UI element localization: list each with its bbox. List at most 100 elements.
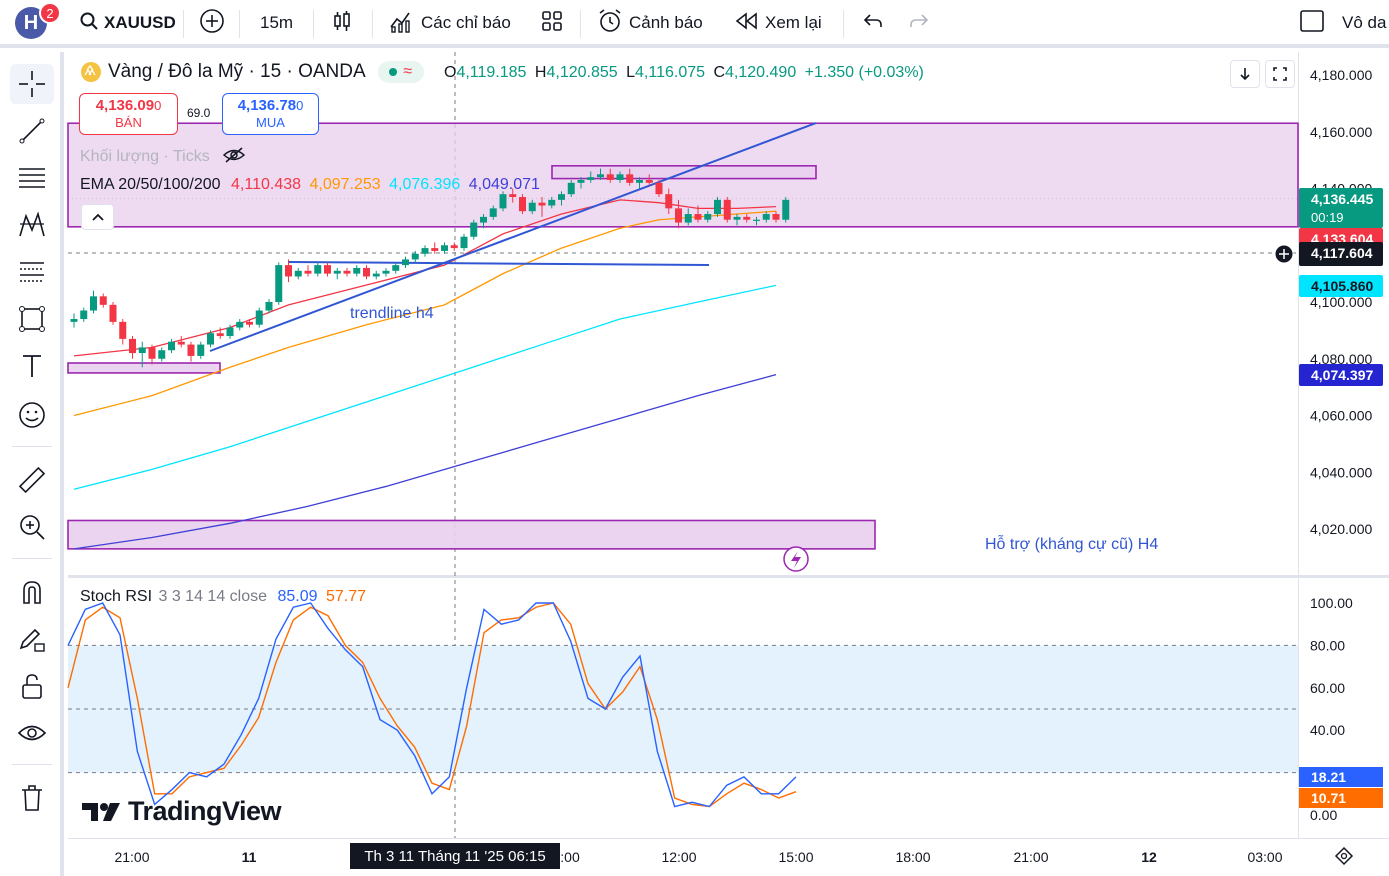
ohlc-open: 4,119.185 [456, 64, 527, 81]
candle-body [353, 267, 361, 274]
crosshair-time-label: Th 3 11 Tháng 11 '25 06:15 [350, 843, 560, 869]
candle-body [402, 259, 409, 266]
fib-tool[interactable] [10, 158, 54, 198]
price-axis-label: 4,060.000 [1310, 408, 1372, 424]
redo-button[interactable] [908, 10, 930, 36]
trash-icon [22, 785, 42, 811]
shape-tool[interactable] [10, 299, 54, 339]
volume-legend[interactable]: Khối lượng · Ticks [80, 146, 246, 166]
support-label: Hỗ trợ (kháng cự cũ) H4 [985, 534, 1158, 553]
chart-type-button[interactable] [330, 10, 354, 36]
candle-body [275, 265, 283, 302]
candle-body [343, 270, 351, 274]
candle-body [597, 174, 604, 178]
ema-line-3 [73, 284, 777, 490]
candle-body [567, 182, 575, 195]
stay-drawing-tool[interactable] [10, 619, 54, 659]
indicators-button[interactable]: Các chỉ báo [389, 10, 511, 36]
candle-body [704, 214, 712, 220]
candle-body [207, 333, 214, 345]
ema200-value: 4,049.071 [468, 176, 540, 193]
rsi-axis-label: 0.00 [1310, 807, 1337, 823]
chart-settings-button[interactable] [1265, 60, 1295, 88]
price-axis-label: 4,020.000 [1310, 521, 1372, 537]
trendline-tool[interactable] [10, 111, 54, 151]
candle-body [470, 222, 478, 237]
candle-body [129, 338, 136, 354]
interval-button[interactable]: 15m [260, 10, 293, 36]
tradingview-icon [82, 802, 120, 821]
candle-body [538, 202, 546, 206]
eye-crossed-icon[interactable] [222, 146, 246, 164]
candle-body [80, 310, 88, 320]
unlock-icon [22, 674, 42, 699]
candle-body [450, 245, 458, 249]
alarm-clock-icon [597, 8, 623, 39]
candle-body [148, 347, 156, 359]
undo-icon [862, 11, 884, 36]
collapse-legend-button[interactable] [81, 204, 114, 230]
layouts-button[interactable] [540, 10, 564, 36]
account-menu[interactable]: Vô da [1342, 10, 1386, 36]
crosshair-tool[interactable] [10, 64, 54, 104]
forecast-icon [20, 262, 44, 282]
pattern-tool[interactable] [10, 205, 54, 245]
rectangle-icon [19, 306, 45, 332]
symbol-search-button[interactable]: XAUUSD [80, 10, 176, 36]
replay-button[interactable]: Xem lại [735, 10, 822, 36]
magnet-tool[interactable] [10, 572, 54, 612]
add-symbol-button[interactable] [199, 8, 225, 36]
price-axis-label: 4,180.000 [1310, 67, 1372, 83]
ema100-value: 4,076.396 [389, 176, 461, 193]
ohlc-values: O4,119.185 H4,120.855 L4,116.075 C4,120.… [444, 64, 924, 81]
undo-button[interactable] [862, 10, 884, 36]
alerts-label: Cảnh báo [629, 13, 703, 32]
symbol-legend[interactable]: Vàng / Đô la Mỹ · 15 · OANDA ≈ [80, 61, 424, 83]
alerts-button[interactable]: Cảnh báo [597, 8, 703, 39]
forecast-tool[interactable] [10, 252, 54, 292]
text-icon [23, 355, 41, 377]
ema-legend[interactable]: EMA 20/50/100/200 4,110.438 4,097.253 4,… [80, 176, 540, 193]
candle-body [411, 253, 419, 260]
replay-label: Xem lại [765, 13, 822, 32]
candle-body [499, 194, 507, 209]
sell-label: BÁN [115, 115, 142, 130]
candle-body [294, 270, 302, 277]
zoom-in-icon [20, 515, 45, 540]
rsi-k-tag: 18.21 [1311, 769, 1346, 785]
magnet-icon [23, 581, 41, 604]
candle-body [177, 341, 185, 345]
candles-icon [330, 9, 354, 38]
current-price-tag-bg [1299, 188, 1383, 228]
horizontal-lines-icon [19, 168, 45, 188]
price-axis-label: 4,080.000 [1310, 351, 1372, 367]
icons-tool[interactable] [10, 395, 54, 435]
lock-drawings-tool[interactable] [10, 666, 54, 706]
candle-body [265, 302, 273, 311]
candle-body [119, 321, 127, 339]
lightning-bolt-icon [791, 551, 801, 568]
rsi-d-value: 57.77 [325, 588, 367, 605]
time-axis-label: 12:00 [661, 849, 696, 865]
trendline-label: trendline h4 [350, 305, 434, 322]
buy-button[interactable]: 4,136.780 MUA [222, 93, 319, 135]
crosshair-icon [19, 71, 45, 97]
candle-body [636, 179, 643, 183]
tradingview-logo[interactable]: TradingView [82, 796, 282, 827]
rsi-k-value: 85.09 [277, 588, 318, 605]
sell-button[interactable]: 4,136.090 BÁN [79, 93, 178, 135]
hide-drawings-tool[interactable] [10, 713, 54, 753]
rsi-axis-label: 60.00 [1310, 680, 1345, 696]
stoch-rsi-legend[interactable]: Stoch RSI 3 3 14 14 close 85.09 57.77 [80, 588, 367, 605]
redo-icon [908, 11, 930, 36]
scroll-to-latest-button[interactable] [1230, 60, 1260, 88]
candle-body [246, 321, 253, 325]
text-tool[interactable] [10, 346, 54, 386]
remove-drawings-tool[interactable] [10, 778, 54, 818]
measure-tool[interactable] [10, 460, 54, 500]
fullscreen-toggle[interactable] [1299, 9, 1325, 36]
zoom-tool[interactable] [10, 507, 54, 547]
interval-label: 15m [260, 13, 294, 32]
pattern-icon [19, 211, 45, 237]
